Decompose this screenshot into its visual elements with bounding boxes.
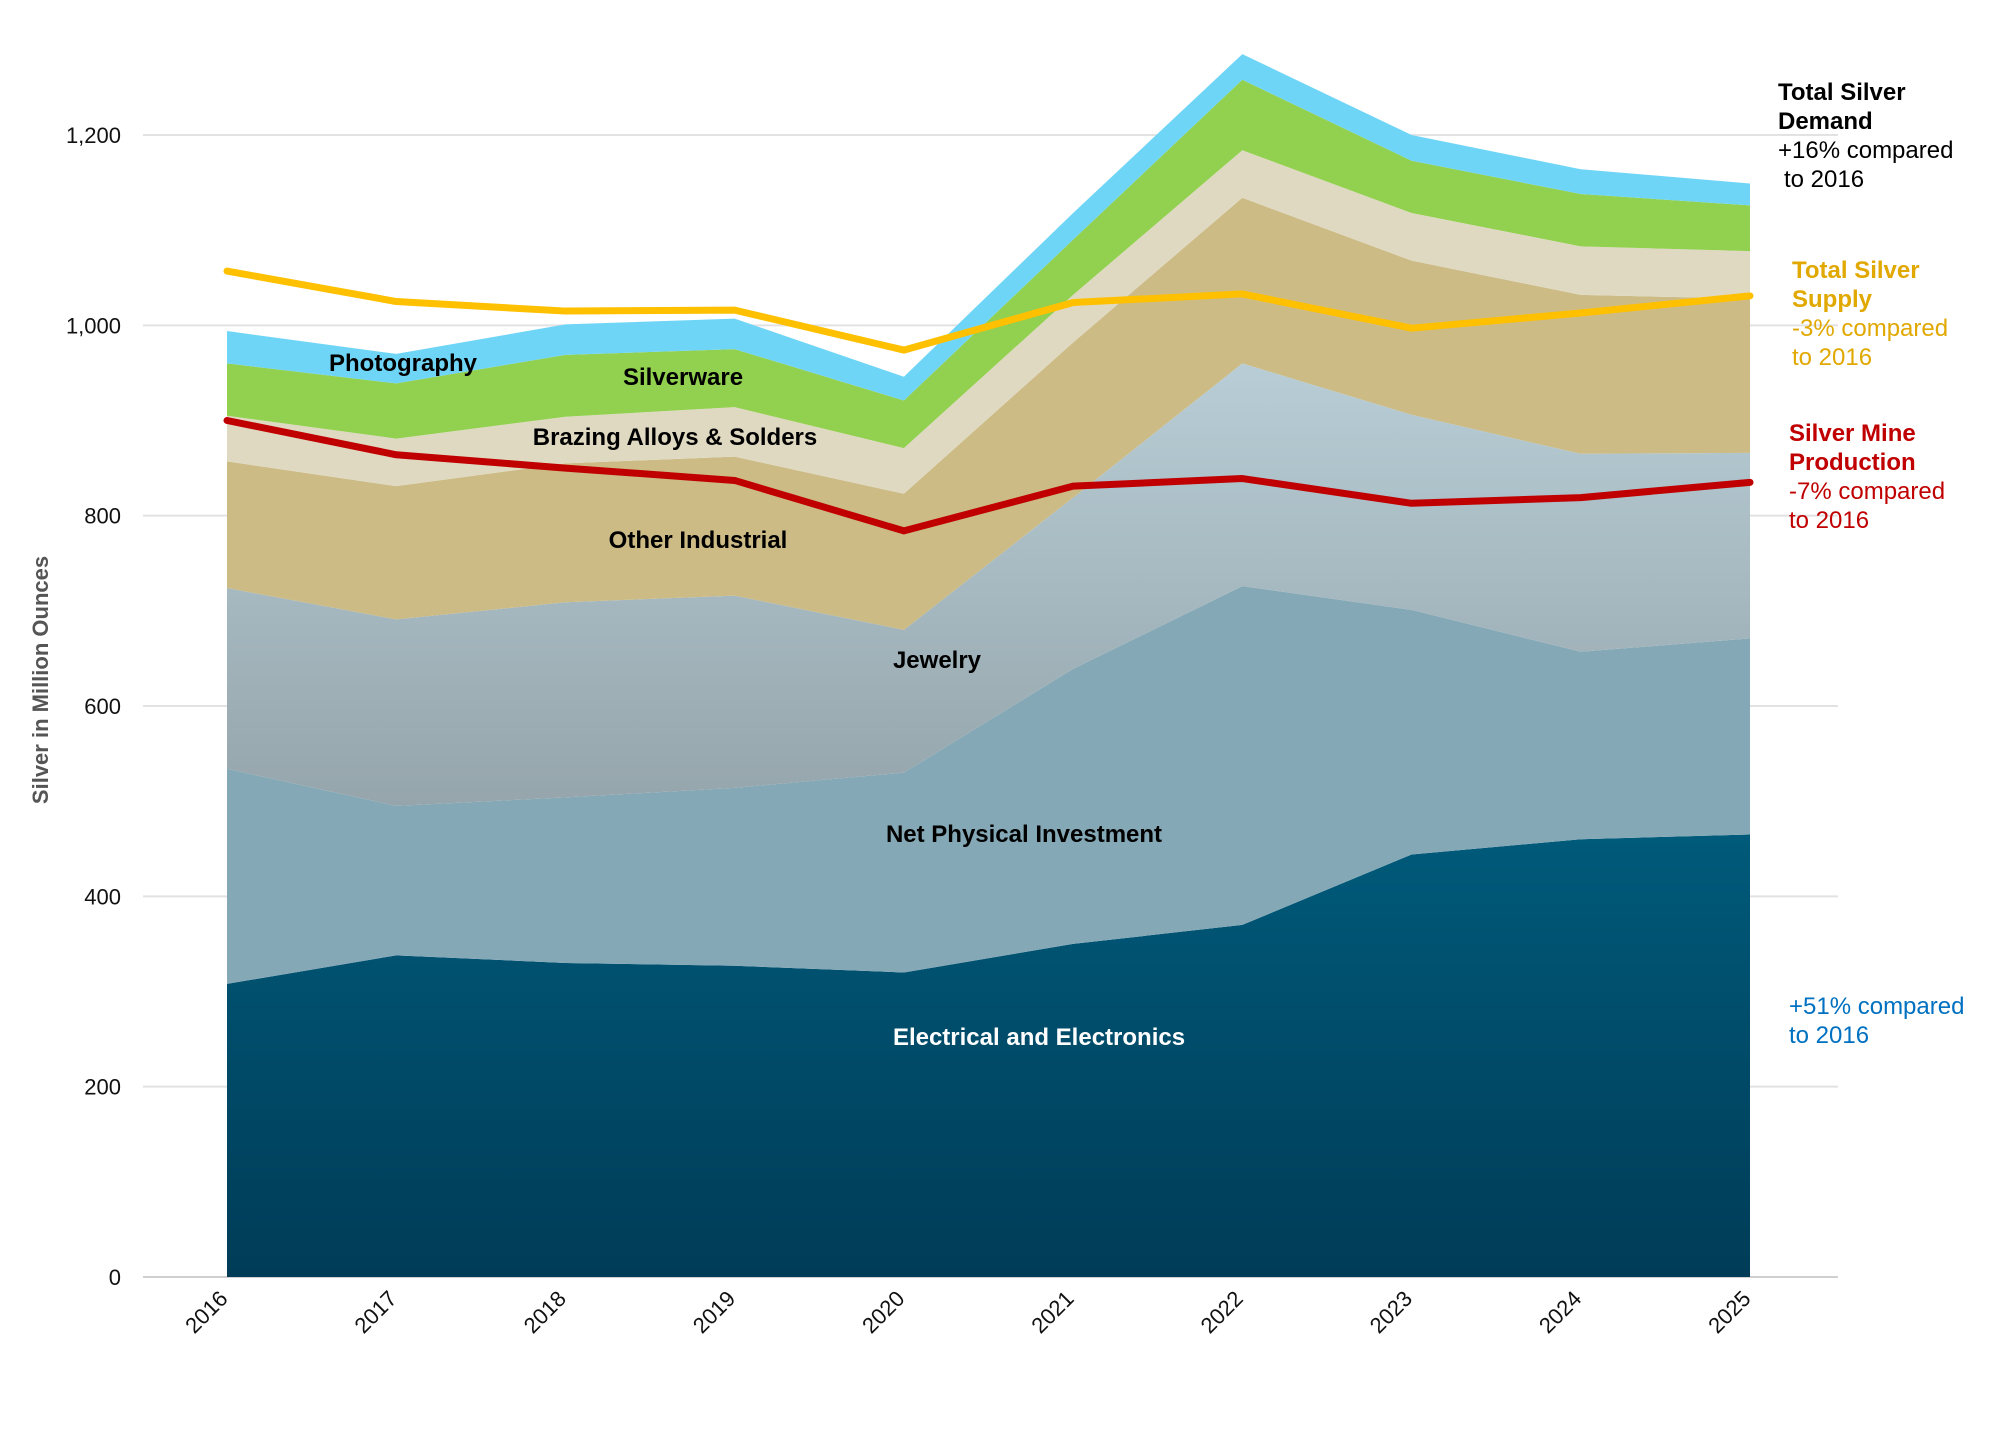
x-axis: 2016 2017 2018 2019 2020 2021 2022 2023 2024 2025 [180,1286,1755,1338]
y-tick-1000: 1,000 [66,313,121,338]
supply-lines [223,267,1754,535]
area-silverware [227,79,1750,449]
area-jewelry [227,363,1750,806]
y-axis: 0 200 400 600 800 1,000 1,200 [66,123,121,1290]
annotation-total-supply-base: to 2016 [1792,344,1873,371]
y-tick-400: 400 [84,884,121,909]
y-tick-1200: 1,200 [66,123,121,148]
line-total-silver-supply [223,267,1754,354]
y-tick-800: 800 [84,504,121,529]
x-tick-2018: 2018 [519,1286,571,1338]
x-tick-2019: 2019 [688,1286,740,1338]
y-tick-200: 200 [84,1075,121,1100]
x-tick-2017: 2017 [349,1286,401,1338]
annotation-mine-production-title-2: Production [1789,449,1916,476]
x-tick-2020: 2020 [857,1286,909,1338]
area-net-physical-investment [227,586,1750,984]
stacked-areas [227,54,1750,1277]
annotation-electronics: +51% compared to 2016 [1789,992,1964,1050]
area-other-industrial [227,197,1750,630]
x-tick-2024: 2024 [1534,1286,1586,1338]
annotation-total-supply-title-1: Total Silver [1792,257,1920,284]
annotation-total-demand-title-2: Demand [1778,108,1873,135]
annotation-mine-production: Silver Mine Production -7% compared to 2… [1789,419,1945,535]
x-tick-2016: 2016 [180,1286,232,1338]
annotation-mine-production-change: -7% compared [1789,478,1946,505]
annotation-total-supply-change: -3% compared [1792,315,1949,342]
line-silver-mine-production [223,417,1754,535]
x-tick-2025: 2025 [1703,1286,1755,1338]
series-label-net-physical: Net Physical Investment [886,821,1162,848]
annotation-mine-production-base: to 2016 [1789,507,1870,534]
series-label-photography: Photography [329,350,478,377]
series-label-silverware: Silverware [623,364,743,391]
area-electrical-and-electronics [227,834,1750,1277]
y-axis-title: Silver in Million Ounces [28,556,53,804]
annotation-electronics-change: +51% compared [1789,993,1965,1020]
area-brazing-alloys-and-solders [227,150,1750,494]
x-tick-2023: 2023 [1365,1286,1417,1338]
series-label-brazing: Brazing Alloys & Solders [533,424,818,451]
area-photography [227,54,1750,401]
series-label-other-industrial: Other Industrial [609,527,788,554]
annotation-total-demand-base: to 2016 [1784,166,1865,193]
annotation-total-supply-title-2: Supply [1792,286,1873,313]
annotation-total-demand: Total Silver Demand +16% compared to 201… [1778,78,1953,194]
annotation-mine-production-title-1: Silver Mine [1789,420,1916,447]
x-tick-2022: 2022 [1196,1286,1248,1338]
annotation-electronics-base: to 2016 [1789,1022,1870,1049]
x-tick-2021: 2021 [1026,1286,1078,1338]
y-tick-600: 600 [84,694,121,719]
annotation-total-demand-change: +16% compared [1778,137,1954,164]
series-label-electrical: Electrical and Electronics [893,1024,1185,1051]
annotation-total-demand-title-1: Total Silver [1778,79,1906,106]
series-label-jewelry: Jewelry [893,647,982,674]
y-tick-0: 0 [109,1265,121,1290]
annotation-total-supply: Total Silver Supply -3% compared to 2016 [1792,256,1948,372]
